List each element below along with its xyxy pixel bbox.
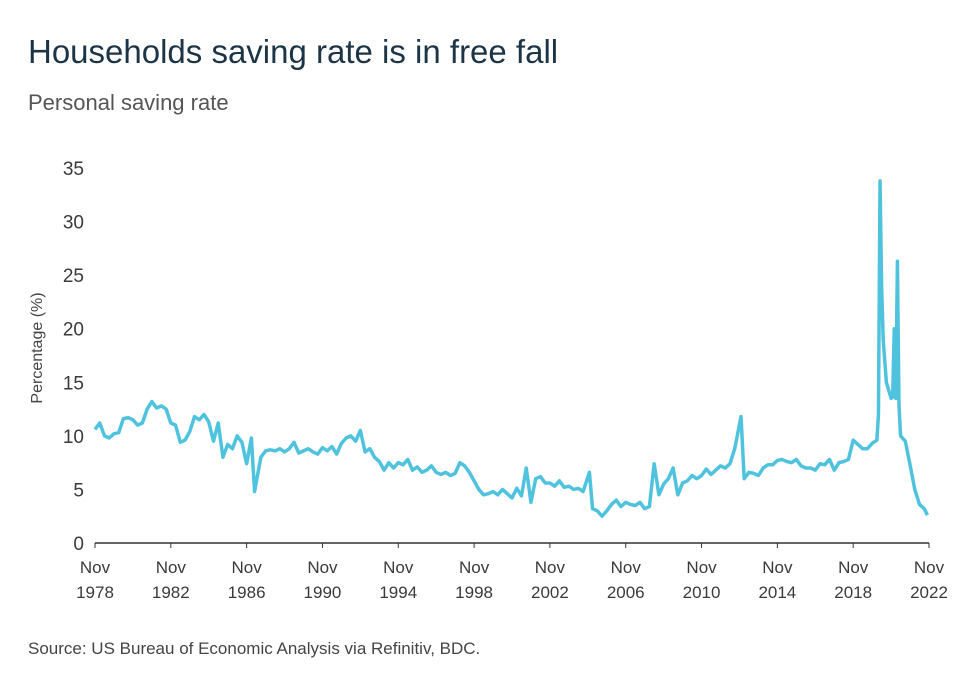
chart-title: Households saving rate is in free fall xyxy=(28,33,558,70)
y-axis-label: Percentage (%) xyxy=(29,292,46,403)
y-tick-label: 10 xyxy=(63,427,84,448)
x-tick-label: Nov 1978 xyxy=(76,558,114,602)
x-tick-label: Nov 1986 xyxy=(228,558,266,602)
y-tick-label: 0 xyxy=(73,534,84,555)
x-tick-label: Nov 2010 xyxy=(683,558,721,602)
x-tick-label: Nov 1990 xyxy=(304,558,342,602)
y-tick-label: 15 xyxy=(63,373,84,394)
x-tick-label: Nov 2022 xyxy=(910,558,948,602)
source-note: Source: US Bureau of Economic Analysis v… xyxy=(28,639,480,658)
x-tick-label: Nov 2018 xyxy=(834,558,872,602)
y-tick-label: 25 xyxy=(63,266,84,287)
x-tick-label: Nov 1982 xyxy=(152,558,190,602)
x-tick-label: Nov 1998 xyxy=(455,558,493,602)
x-tick-label: Nov 2006 xyxy=(607,558,645,602)
y-tick-label: 30 xyxy=(63,213,84,234)
x-tick-label: Nov 1994 xyxy=(379,558,417,602)
y-tick-label: 35 xyxy=(63,159,84,180)
y-tick-label: 5 xyxy=(73,480,84,501)
x-tick-label: Nov 2014 xyxy=(758,558,796,602)
y-tick-label: 20 xyxy=(63,320,84,341)
data-line xyxy=(93,179,929,518)
chart-subtitle: Personal saving rate xyxy=(28,90,229,115)
x-tick-label: Nov 2002 xyxy=(531,558,569,602)
